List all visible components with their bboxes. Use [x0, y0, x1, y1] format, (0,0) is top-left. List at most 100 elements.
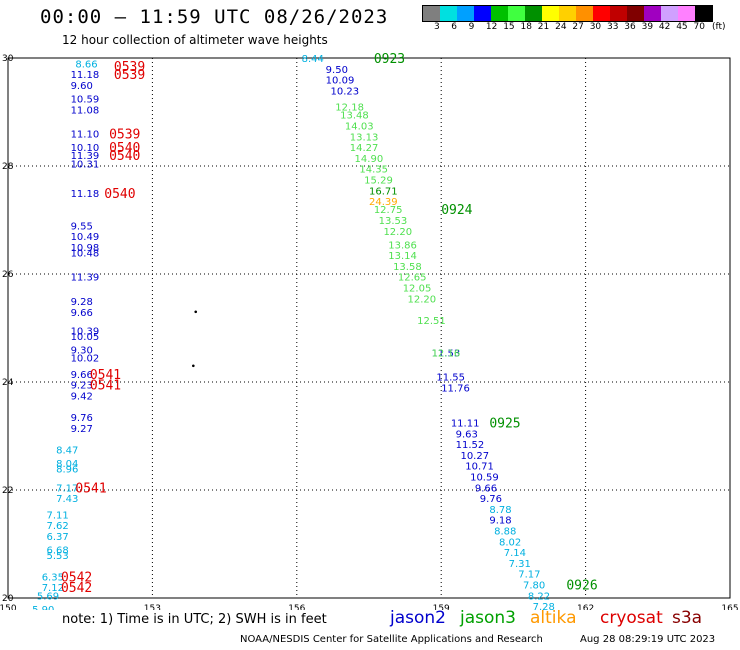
wave-height-value: 10.27 [460, 451, 489, 462]
legend-tick-label: 45 [676, 22, 688, 32]
pass-time-label: 0541 [75, 481, 106, 496]
wave-height-value: 12.20 [383, 227, 412, 238]
wave-height-value: 6.35 [42, 572, 64, 583]
wave-height-value: 9.63 [456, 429, 478, 440]
wave-height-value: 9.18 [489, 516, 511, 527]
wave-height-value: 10.23 [330, 86, 359, 97]
wave-height-value: 7.11 [47, 510, 69, 521]
wave-height-value: 13.58 [393, 262, 422, 273]
wave-height-value: 9.66 [71, 370, 93, 381]
wave-height-value: 12.18 [335, 103, 364, 114]
wave-height-value: 13.13 [350, 132, 379, 143]
wave-height-value: 8.47 [56, 446, 78, 457]
satellite-label-jason3: jason3 [460, 608, 516, 628]
pass-time-label: 0923 [374, 52, 405, 67]
wave-height-value: 9.55 [71, 221, 93, 232]
wave-height-value: 5.69 [37, 591, 59, 602]
legend-tick-label: 15 [503, 22, 515, 32]
legend-tick-label: 70 [693, 22, 705, 32]
wave-height-value: 8.66 [75, 59, 97, 70]
wave-height-value: 5.53 [47, 551, 69, 562]
legend-swatch [508, 6, 525, 21]
wave-height-value: 11.55 [436, 373, 465, 384]
wave-height-value: 10.05 [71, 332, 100, 343]
wave-height-value: 9.50 [326, 65, 348, 76]
wave-height-value: 9.30 [71, 346, 93, 357]
wave-height-value: 9.76 [480, 494, 502, 505]
wave-height-value: 12.16 [432, 348, 461, 359]
pass-time-label: 0540 [109, 149, 140, 164]
legend-swatch [474, 6, 491, 21]
wave-height-value: 9.42 [71, 392, 93, 403]
wave-height-value: 8.96 [56, 464, 78, 475]
legend-swatch [457, 6, 474, 21]
wave-height-value: 8.04 [56, 459, 78, 470]
wave-height-value: 11.76 [441, 383, 470, 394]
wave-height-value: 11.53 [432, 348, 461, 359]
satellite-label-s3a: s3a [672, 608, 703, 628]
lon-tick-label: 150 [0, 604, 17, 610]
wave-height-value: 10.59 [470, 473, 499, 484]
footer-credit: NOAA/NESDIS Center for Satellite Applica… [240, 634, 543, 645]
footer-note: note: 1) Time is in UTC; 2) SWH is in fe… [62, 612, 327, 627]
legend-swatch [627, 6, 644, 21]
pass-time-label: 0539 [114, 60, 145, 75]
pass-time-label: 0542 [61, 570, 92, 585]
wave-height-value: 12.20 [408, 294, 437, 305]
wave-height-value: 9.66 [475, 483, 497, 494]
lon-tick-label: 156 [288, 604, 305, 610]
legend-swatch [644, 6, 661, 21]
lat-tick-label: 22 [2, 486, 13, 496]
wave-height-value: 11.11 [451, 419, 480, 430]
wave-height-value: 12.51 [417, 316, 446, 327]
wave-height-value: 10.49 [71, 232, 100, 243]
lon-tick-label: 165 [721, 604, 738, 610]
pass-time-label: 0540 [109, 141, 140, 156]
pass-time-label: 0925 [489, 417, 520, 432]
legend-swatch [661, 6, 678, 21]
legend-swatch [593, 6, 610, 21]
wave-height-value: 7.28 [533, 602, 555, 610]
lat-tick-label: 26 [2, 270, 14, 280]
page-title: 00:00 — 11:59 UTC 08/26/2023 [40, 6, 389, 28]
wave-height-value: 10.31 [71, 159, 100, 170]
legend-tick-label: 6 [451, 22, 458, 32]
pass-time-label: 0539 [114, 68, 145, 83]
wave-height-value: 6.68 [47, 545, 69, 556]
legend-tick-label: 36 [624, 22, 636, 32]
pass-time-label: 0540 [104, 187, 135, 202]
wave-height-value: 10.02 [71, 354, 100, 365]
satellite-label-altika: altika [530, 608, 577, 628]
wave-height-value: 7.31 [509, 559, 531, 570]
pass-time-label: 0539 [109, 128, 140, 143]
wave-height-value: 13.48 [340, 111, 369, 122]
wave-height-value: 10.48 [71, 248, 100, 259]
color-legend [422, 5, 713, 22]
pass-time-label: 0541 [90, 379, 121, 394]
wave-height-value: 9.27 [71, 424, 93, 435]
pass-time-label: 0924 [441, 203, 472, 218]
wave-height-value: 9.60 [71, 81, 93, 92]
wave-height-value: 5.90 [32, 605, 54, 610]
wave-height-value: 11.08 [71, 105, 100, 116]
wave-height-value: 9.76 [71, 413, 93, 424]
lat-tick-label: 28 [2, 162, 14, 172]
wave-height-value: 7.14 [504, 548, 526, 559]
wave-height-value: 12.65 [398, 273, 427, 284]
legend-swatch [423, 6, 440, 21]
island-dot [192, 364, 195, 368]
legend-swatch [610, 6, 627, 21]
wave-height-value: 10.59 [71, 95, 100, 106]
lat-tick-label: 20 [2, 594, 14, 604]
wave-height-value: 9.66 [71, 308, 93, 319]
lat-tick-label: 30 [2, 54, 14, 64]
wave-height-value: 11.39 [71, 151, 100, 162]
legend-tick-label: 12 [485, 22, 498, 32]
legend-tick-label: 33 [607, 22, 619, 32]
legend-tick-label: 30 [589, 22, 602, 32]
footer-timestamp: Aug 28 08:29:19 UTC 2023 [580, 634, 716, 645]
wave-height-value: 11.18 [71, 70, 100, 81]
wave-height-value: 8.02 [499, 537, 521, 548]
legend-tick-label: 42 [658, 22, 671, 32]
wave-height-value: 24.39 [369, 197, 398, 208]
